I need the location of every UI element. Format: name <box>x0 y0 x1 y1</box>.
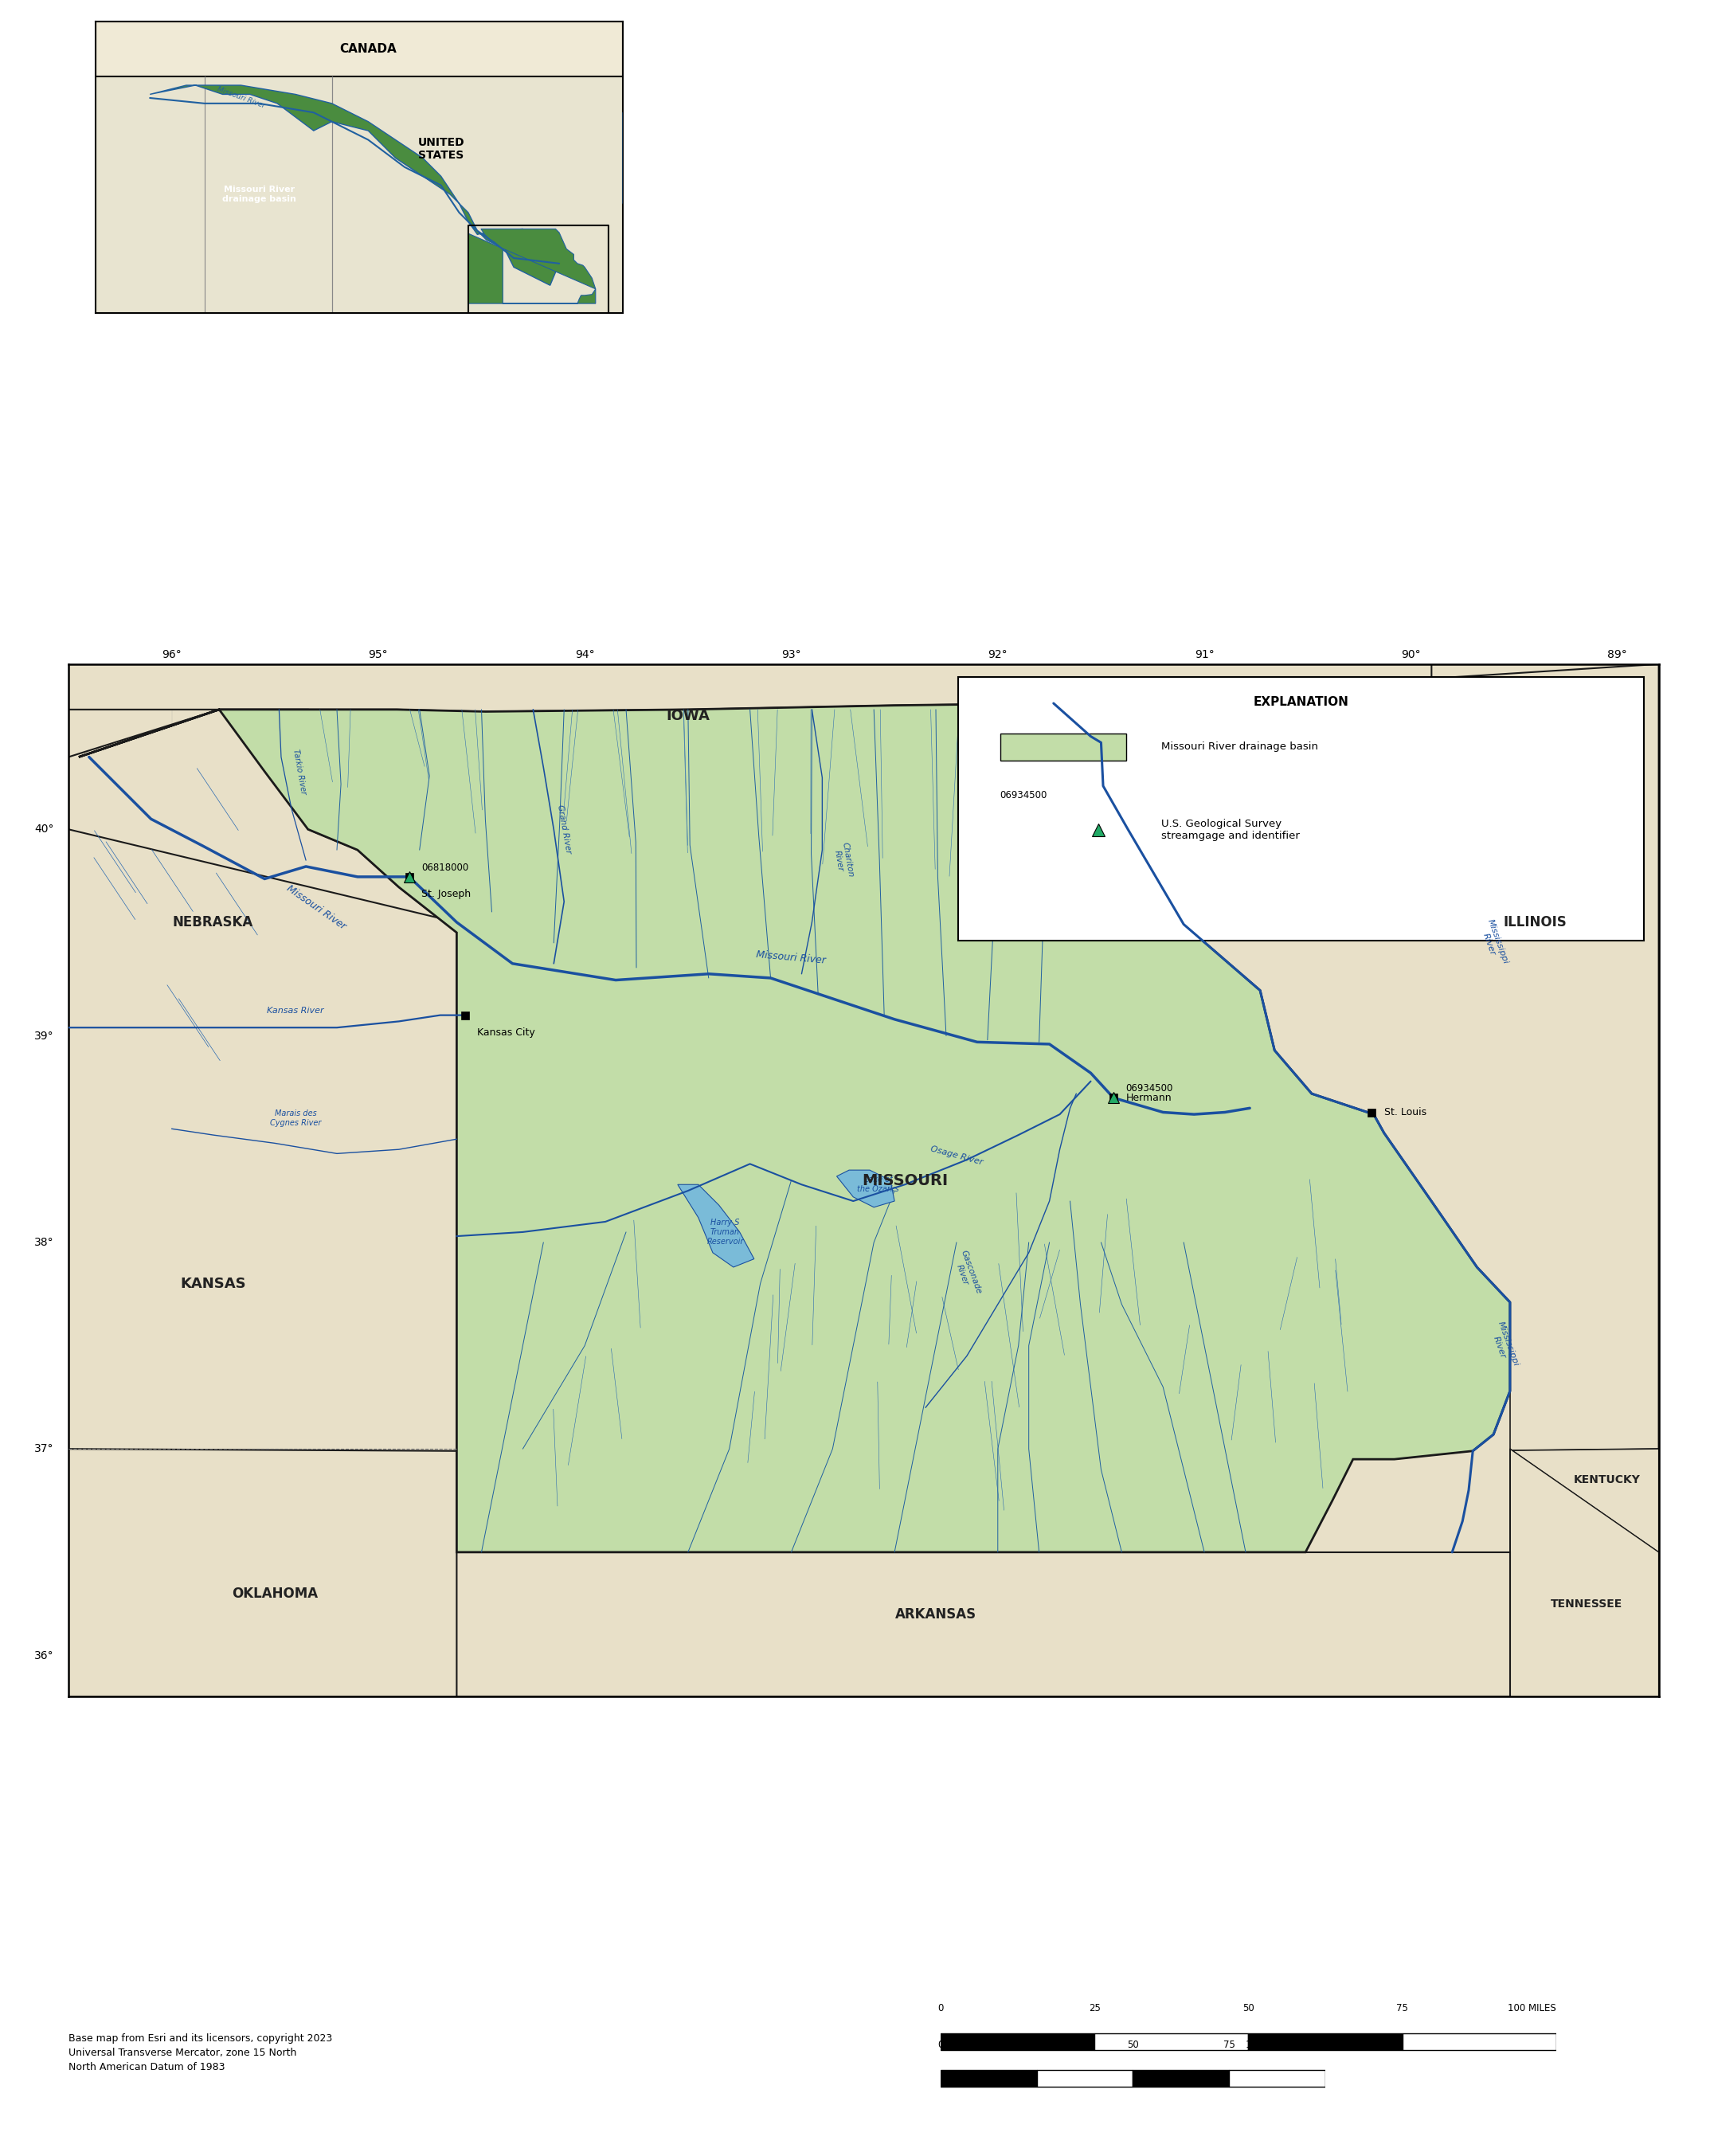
Polygon shape <box>96 75 622 313</box>
Polygon shape <box>1079 664 1659 1656</box>
Text: 06934500: 06934500 <box>1125 1082 1173 1093</box>
Text: 0: 0 <box>937 2003 944 2014</box>
Polygon shape <box>836 1171 894 1207</box>
Polygon shape <box>68 830 457 1451</box>
Text: 94°: 94° <box>575 649 595 660</box>
Polygon shape <box>68 1449 457 1697</box>
Text: 95°: 95° <box>368 649 388 660</box>
Text: NEBRASKA: NEBRASKA <box>173 914 253 929</box>
Polygon shape <box>469 229 595 304</box>
Text: Mississippi
River: Mississippi River <box>1488 1319 1520 1371</box>
Text: Missouri River: Missouri River <box>284 884 347 931</box>
Text: 38°: 38° <box>34 1238 55 1248</box>
Bar <box>1402 2033 1556 2050</box>
Text: 25: 25 <box>1089 2003 1100 2014</box>
Text: St. Louis: St. Louis <box>1383 1106 1426 1117</box>
Bar <box>1248 2033 1402 2050</box>
Bar <box>941 2033 1094 2050</box>
Text: 40°: 40° <box>34 824 55 834</box>
Bar <box>1229 2070 1325 2087</box>
Text: 91°: 91° <box>1195 649 1214 660</box>
Text: 0: 0 <box>937 2040 944 2050</box>
Polygon shape <box>622 112 841 203</box>
Text: ARKANSAS: ARKANSAS <box>894 1606 976 1621</box>
Text: UNITED
STATES: UNITED STATES <box>417 136 465 162</box>
Polygon shape <box>1472 1391 1659 1552</box>
Polygon shape <box>68 709 457 1697</box>
Text: TENNESSEE: TENNESSEE <box>1551 1598 1623 1608</box>
Text: 37°: 37° <box>34 1442 55 1455</box>
Text: Tarkio River: Tarkio River <box>292 748 308 796</box>
Text: Mississippi
River: Mississippi River <box>1477 918 1510 968</box>
Text: Missouri River
drainage basin: Missouri River drainage basin <box>222 185 296 203</box>
Text: 100 MILES: 100 MILES <box>1508 2003 1556 2014</box>
Text: 50: 50 <box>1243 2003 1253 2014</box>
Text: 39°: 39° <box>34 1031 55 1041</box>
Bar <box>941 2070 1036 2087</box>
Text: St. Joseph: St. Joseph <box>422 888 470 899</box>
Text: MISSOURI: MISSOURI <box>862 1173 947 1188</box>
Text: Harry S
Truman
Reservoir: Harry S Truman Reservoir <box>706 1218 744 1246</box>
Text: 50: 50 <box>1127 2040 1139 2050</box>
Text: Missouri River: Missouri River <box>215 86 265 110</box>
Bar <box>1134 2070 1229 2087</box>
Polygon shape <box>79 703 1510 1552</box>
Bar <box>1036 2070 1134 2087</box>
Text: OKLAHOMA: OKLAHOMA <box>233 1587 318 1600</box>
Text: 75: 75 <box>1397 2003 1407 2014</box>
Text: IOWA: IOWA <box>667 709 710 722</box>
Text: 92°: 92° <box>988 649 1007 660</box>
Text: 100 KILOMETERS: 100 KILOMETERS <box>1245 2040 1325 2050</box>
Polygon shape <box>677 1184 754 1268</box>
Text: ILLINOIS: ILLINOIS <box>1503 914 1566 929</box>
Text: Osage River: Osage River <box>929 1145 983 1166</box>
Text: Chariton
River: Chariton River <box>831 841 855 880</box>
Text: Marais des
Cygnes River: Marais des Cygnes River <box>270 1110 321 1128</box>
Polygon shape <box>96 22 622 75</box>
Text: 36°: 36° <box>34 1649 55 1660</box>
Text: Kansas River: Kansas River <box>267 1007 325 1015</box>
Text: Kansas City: Kansas City <box>477 1028 535 1037</box>
Text: 93°: 93° <box>781 649 800 660</box>
Text: Base map from Esri and its licensors, copyright 2023
Universal Transverse Mercat: Base map from Esri and its licensors, co… <box>68 2033 332 2072</box>
Text: KENTUCKY: KENTUCKY <box>1573 1475 1640 1485</box>
Text: Gasconade
River: Gasconade River <box>951 1248 983 1298</box>
Text: 89°: 89° <box>1607 649 1628 660</box>
Text: Hermann: Hermann <box>1125 1093 1171 1104</box>
Text: Grand River: Grand River <box>556 804 573 854</box>
Text: 90°: 90° <box>1400 649 1421 660</box>
Polygon shape <box>457 1552 1510 1697</box>
Text: 96°: 96° <box>162 649 181 660</box>
Text: 06818000: 06818000 <box>422 862 469 873</box>
Text: 25: 25 <box>1031 2040 1043 2050</box>
Bar <box>1094 2033 1248 2050</box>
Text: Lake of
the Ozarks: Lake of the Ozarks <box>857 1175 899 1192</box>
Polygon shape <box>150 86 559 285</box>
Text: CANADA: CANADA <box>340 43 397 54</box>
Polygon shape <box>1305 1391 1659 1697</box>
Text: 75: 75 <box>1223 2040 1235 2050</box>
Polygon shape <box>68 1449 457 1697</box>
Polygon shape <box>68 664 1431 757</box>
Text: Missouri River: Missouri River <box>756 949 826 966</box>
Text: KANSAS: KANSAS <box>180 1276 246 1291</box>
